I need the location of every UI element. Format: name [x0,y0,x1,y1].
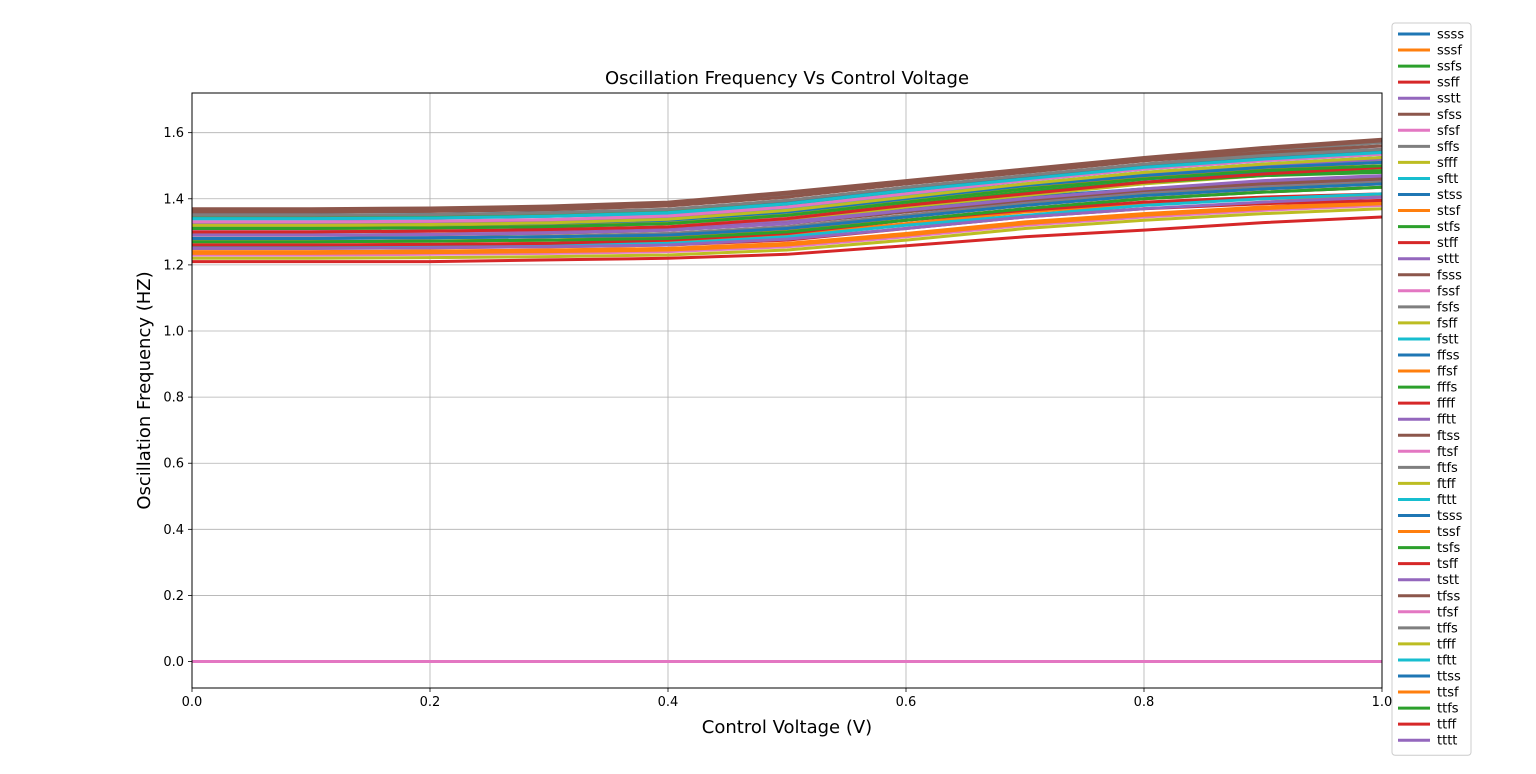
legend-label: tfss [1437,589,1460,604]
series-line-sssf [192,200,1383,254]
y-tick-label: 1.6 [163,126,184,141]
legend-label: ftsf [1437,445,1458,460]
series-line-fttt [192,192,1383,249]
y-tick-label: 1.0 [163,325,184,340]
axis-ticks: 0.0 0.2 0.4 0.6 0.8 1.0 0.0 0.2 0.4 0.6 0.8 1.0 1.2 1… [163,126,1392,710]
plot-frame [191,92,1383,689]
legend-label: fstt [1437,332,1459,347]
legend-label: ftff [1437,477,1456,492]
x-tick-label: 0.8 [1134,695,1155,710]
y-axis-title: Oscillation Frequency (HZ) [134,271,155,509]
series-lines [192,137,1383,664]
legend-label: tttt [1437,734,1457,749]
legend-label: sstt [1437,92,1461,107]
legend-label: fssf [1437,284,1460,299]
legend-label: sfss [1437,108,1462,123]
legend: sssssssfssfsssffssttsfsssfsfsffssfffsftt… [1391,22,1472,756]
y-tick-label: 0.2 [163,589,184,604]
legend-label: tsfs [1437,541,1460,556]
legend-label: ftss [1437,429,1460,444]
legend-label: ssfs [1437,60,1462,75]
series-line-tffs [192,147,1383,217]
legend-label: tssf [1437,525,1461,540]
x-tick-label: 0.2 [420,695,441,710]
y-tick-label: 0.6 [163,457,184,472]
legend-label: ffss [1437,349,1460,364]
legend-label: sffs [1437,140,1460,155]
legend-label: sssf [1437,44,1462,59]
legend-label: ttsf [1437,686,1459,701]
legend-label: tsff [1437,557,1459,572]
legend-label: stff [1437,236,1459,251]
series-line-tfss [192,144,1383,214]
series-line-ffff [192,165,1383,234]
legend-label: ffff [1437,397,1456,412]
series-line-tfff [192,155,1383,227]
legend-label: sfff [1437,156,1458,171]
series-line-ttfs [192,185,1383,244]
series-line-ttss [192,182,1383,240]
legend-label: ttff [1437,718,1457,733]
series-line-tfsf [192,152,1383,224]
legend-label: fsfs [1437,300,1460,315]
legend-label: tfff [1437,637,1456,652]
y-tick-label: 1.4 [163,192,184,207]
legend-label: fftt [1437,413,1456,428]
legend-label: fsss [1437,268,1462,283]
legend-label: sttt [1437,252,1459,267]
x-tick-label: 0.0 [182,695,203,710]
series-line-tftt [192,151,1383,221]
x-tick-label: 0.4 [658,695,679,710]
series-line-ttff [192,215,1383,264]
legend-label: tstt [1437,573,1459,588]
y-tick-label: 0.4 [163,523,184,538]
legend-frame [1391,22,1472,756]
legend-label: ssss [1437,28,1464,43]
series-line-tttt [192,195,1383,250]
series-line-tstt [192,174,1383,237]
x-tick-label: 0.6 [896,695,917,710]
legend-label: tfsf [1437,605,1458,620]
y-tick-label: 1.2 [163,258,184,273]
legend-label: stss [1437,188,1463,203]
x-axis-title: Control Voltage (V) [702,717,872,738]
series-line-ttsf [192,202,1383,255]
legend-label: ffsf [1437,365,1458,380]
legend-label: fttt [1437,493,1457,508]
legend-label: ftfs [1437,461,1458,476]
legend-label: ssff [1437,76,1461,91]
legend-label: sftt [1437,172,1458,187]
x-tick-label: 1.0 [1372,695,1393,710]
legend-label: tftt [1437,653,1457,668]
legend-label: stsf [1437,204,1461,219]
legend-label: tsss [1437,509,1463,524]
series-line-ftsf [192,203,1383,257]
legend-label: stfs [1437,220,1460,235]
legend-label: ttss [1437,670,1461,685]
legend-label: sfsf [1437,124,1460,139]
legend-label: ttfs [1437,702,1459,717]
legend-label: fsff [1437,316,1458,331]
series-line-tsfs [192,164,1383,231]
chart-title: Oscillation Frequency Vs Control Voltage [605,68,969,89]
legend-label: fffs [1437,381,1458,396]
y-tick-label: 0.8 [163,391,184,406]
series-line-ftff [192,207,1383,260]
y-tick-label: 0.0 [163,655,184,670]
series-line-fsss [192,139,1383,212]
legend-label: tffs [1437,621,1458,636]
